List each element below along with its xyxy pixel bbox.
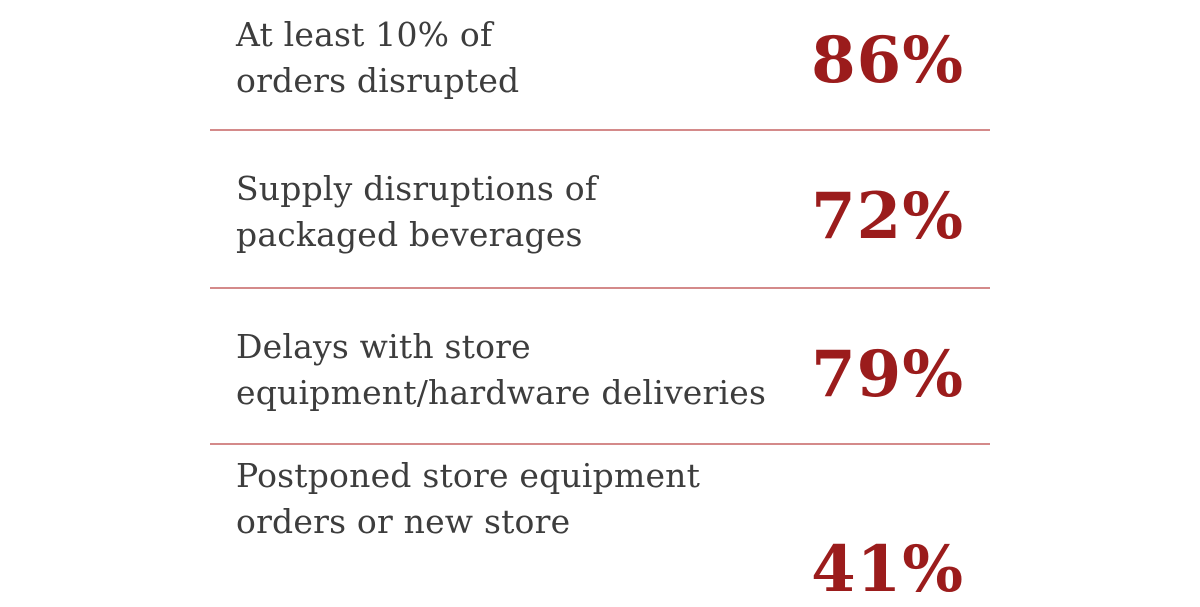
divider [210,129,990,131]
stat-label: At least 10% of orders disrupted [236,12,796,104]
stat-row: Postponed store equipment orders or new … [210,453,990,605]
stat-label: Supply disruptions of packaged beverages [236,166,796,258]
stat-label-line: equipment/hardware deliveries [236,373,767,412]
stat-row: At least 10% of orders disrupted 86% [210,10,990,120]
stat-label-line: orders disrupted [236,61,520,100]
stat-label-line: packaged beverages [236,215,583,254]
divider [210,287,990,289]
stat-value: 86% [811,23,964,98]
stat-label: Postponed store equipment orders or new … [236,453,796,545]
stat-value: 72% [811,179,964,254]
stat-label-line: Supply disruptions of [236,169,598,208]
stat-label-line: Postponed store equipment [236,456,701,495]
stat-value: 41% [811,532,964,607]
divider [210,443,990,445]
stats-panel: At least 10% of orders disrupted 86% Sup… [210,0,990,605]
stat-value: 79% [811,337,964,412]
stat-label: Delays with store equipment/hardware del… [236,324,796,416]
stat-row: Delays with store equipment/hardware del… [210,324,990,434]
stat-label-line: orders or new store [236,502,571,541]
stat-row: Supply disruptions of packaged beverages… [210,166,990,276]
stat-label-line: At least 10% of [236,15,493,54]
stat-label-line: Delays with store [236,327,531,366]
